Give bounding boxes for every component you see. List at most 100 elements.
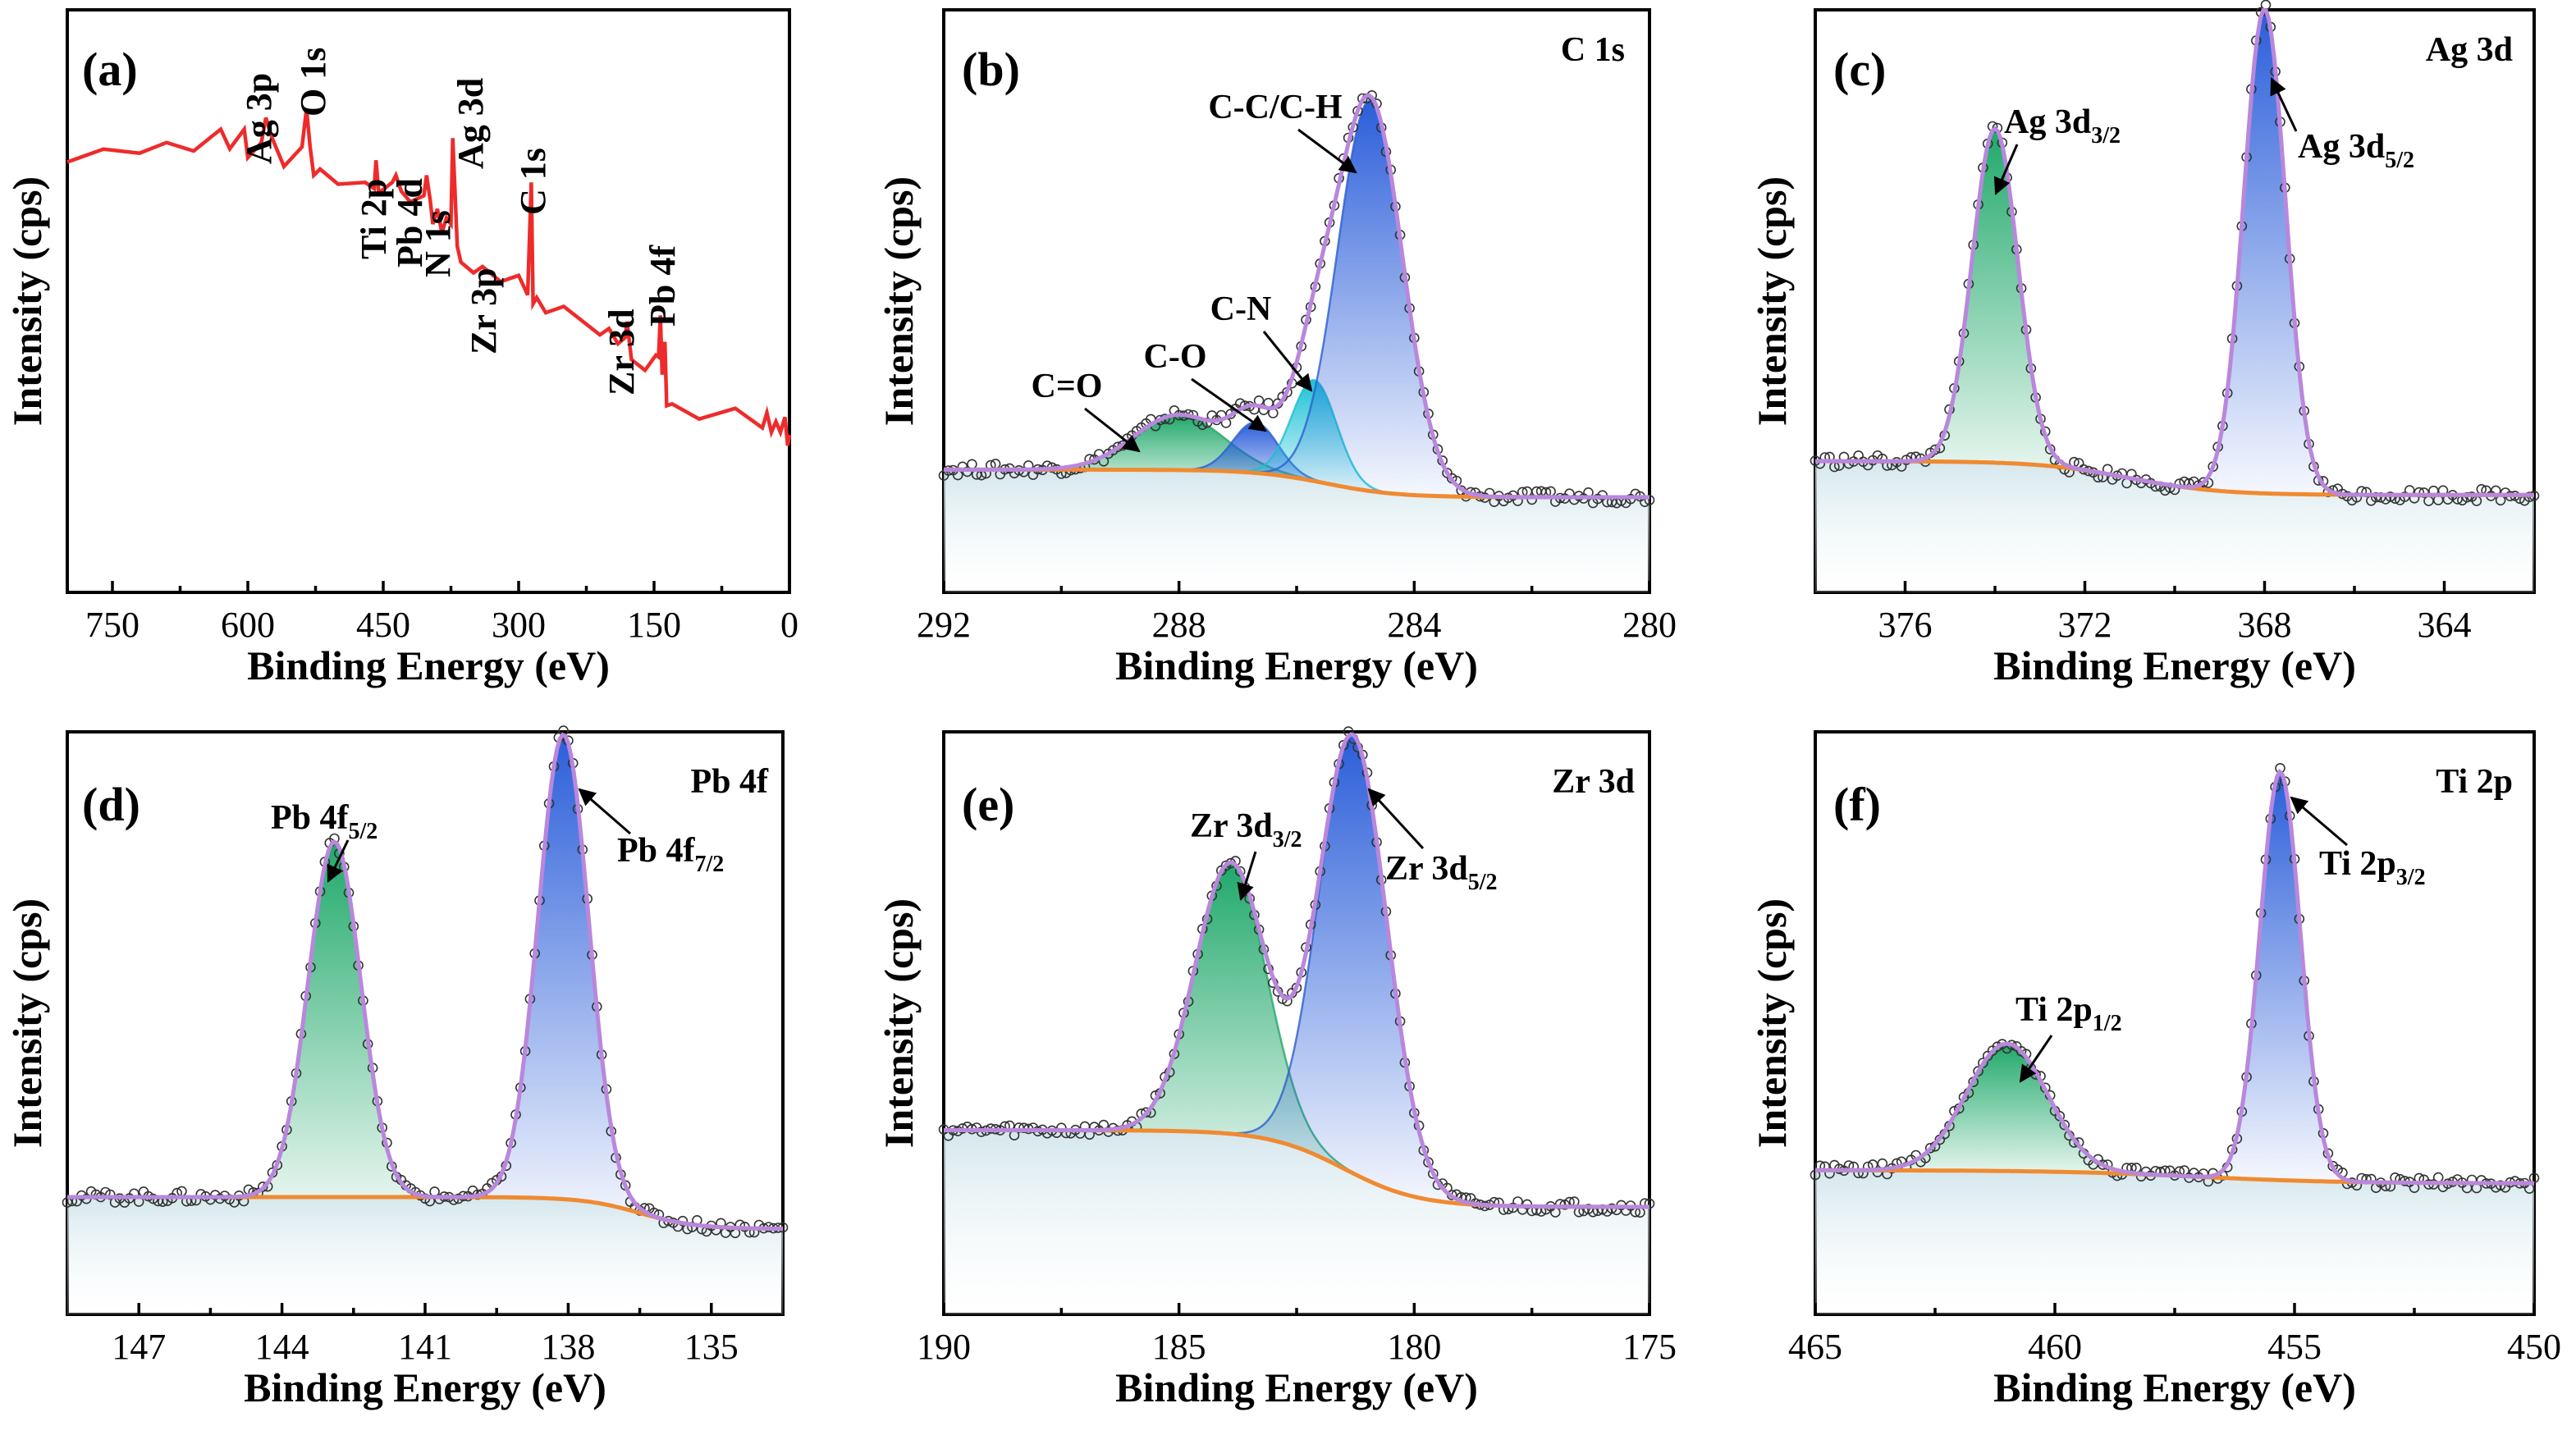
x-tick-label: 600 <box>221 605 275 645</box>
raw-data-point <box>967 459 977 470</box>
peak-fill-ag-3d5-2 <box>1815 10 2534 496</box>
raw-data-point <box>2432 1172 2444 1183</box>
panel-d-x-ticks: 147 144 141 138 135 <box>112 1303 739 1367</box>
peak-label-pb-4f72-main: Pb 4f <box>617 832 696 870</box>
baseline-fill <box>944 469 1649 592</box>
peak-line-ti-2p3-2 <box>1815 770 2535 1185</box>
raw-data-point <box>2418 487 2429 498</box>
peak-label-n-1s: N 1s <box>418 210 458 277</box>
fit-envelope-line <box>944 732 1649 1209</box>
peak-label-zr-3d32: Zr 3d3/2 <box>1190 807 1302 852</box>
panel-c-x-ticks: 376 372 368 364 <box>1878 581 2472 645</box>
peak-label-ag-3d32: Ag 3d3/2 <box>2004 103 2121 149</box>
raw-data-point <box>2059 1119 2070 1131</box>
survey-spectrum-line <box>66 108 792 446</box>
raw-data-point <box>257 1181 268 1192</box>
fit-envelope-line <box>67 732 783 1232</box>
panel-f-x-ticks: 465 460 455 450 <box>1788 1303 2561 1367</box>
panel-a-x-ticks: 750 600 450 300 150 0 <box>85 581 798 645</box>
x-tick-label: 144 <box>255 1327 309 1367</box>
peak-label-pb-4f52-sub: 5/2 <box>349 819 378 844</box>
x-tick-label: 138 <box>541 1327 595 1367</box>
panel-b-y-axis-title: Intensity (cps) <box>876 176 922 426</box>
panel-f: 465 460 455 450 (f) Ti 2p Ti 2p1/2 Ti 2p3/2… <box>1749 730 2561 1410</box>
peak-label-ti-2p32: Ti 2p3/2 <box>2319 845 2426 890</box>
x-tick-label: 364 <box>2418 605 2472 645</box>
peak-fill-zr-3d5-2 <box>944 735 1649 1207</box>
panel-c: 376 372 368 364 (c) Ag 3d Ag 3d3/2 Ag 3d5/2… <box>1749 0 2540 688</box>
arrow-c-o-double <box>1084 407 1141 453</box>
peak-label-c-1s: C 1s <box>513 148 553 215</box>
x-tick-label: 190 <box>917 1327 971 1367</box>
raw-data-point <box>2461 491 2473 503</box>
baseline-fill <box>67 1197 783 1314</box>
panel-b-x-axis-title: Binding Energy (eV) <box>1115 642 1478 688</box>
x-tick-label: 450 <box>2507 1327 2561 1367</box>
peak-label-zr-3d32-main: Zr 3d <box>1190 807 1273 845</box>
peak-label-pb-4f: Pb 4f <box>643 244 683 327</box>
peak-fill-pb-4f5-2 <box>67 842 783 1229</box>
peak-label-zr-3d52-sub: 5/2 <box>1468 870 1498 895</box>
peak-label-o-1s: O 1s <box>293 48 333 117</box>
arrow-ag-3d32 <box>1993 144 2019 195</box>
x-tick-label: 750 <box>85 605 140 645</box>
x-tick-label: 460 <box>2028 1327 2082 1367</box>
peak-label-pb-4f72: Pb 4f7/2 <box>617 832 724 877</box>
peak-line-pb-4f7-2 <box>67 733 783 1230</box>
panel-e: 190 185 180 175 (e) Zr 3d Zr 3d3/2 Zr 3d 5/2… <box>876 726 1677 1410</box>
panel-f-spectrum <box>1810 762 2540 1314</box>
panel-b-title: C 1s <box>1561 31 1625 69</box>
fit-envelope-line <box>1815 8 2534 497</box>
raw-data-point <box>1141 1107 1151 1118</box>
x-tick-label: 465 <box>1788 1327 1842 1367</box>
fit-envelope-line <box>1815 768 2535 1186</box>
panel-e-x-ticks: 190 185 180 175 <box>917 1303 1677 1367</box>
peak-label-ti-2p12: Ti 2p1/2 <box>2016 991 2122 1036</box>
panel-e-title: Zr 3d <box>1552 763 1635 801</box>
panel-b: 292 288 284 280 (b) C 1s C=O C-O C-N C-C/C-… <box>876 8 1677 688</box>
peak-fill-pb-4f7-2 <box>67 734 783 1229</box>
panel-c-label: (c) <box>1833 43 1886 96</box>
peak-label-ti-2p: Ti 2p <box>354 179 394 259</box>
panel-a-frame <box>66 8 791 594</box>
raw-data-point <box>2198 477 2209 488</box>
peak-line-ag-3d3-2 <box>1815 127 2534 496</box>
x-tick-label: 455 <box>2267 1327 2322 1367</box>
peak-label-zr-3d: Zr 3d <box>602 308 642 395</box>
panel-f-y-axis-title: Intensity (cps) <box>1749 898 1795 1148</box>
peak-label-ag-3d32-sub: 3/2 <box>2091 123 2121 149</box>
panel-c-spectrum <box>1810 0 2540 592</box>
x-tick-label: 180 <box>1387 1327 1441 1367</box>
peak-line-pb-4f5-2 <box>67 840 783 1230</box>
panel-a: 750 600 450 300 150 0 (a) Ag 3p O 1s Ti 2p Pb… <box>4 8 798 688</box>
x-tick-label: 284 <box>1387 605 1441 645</box>
annotation-c-o-double: C=O <box>1032 368 1103 405</box>
peak-label-ag-3d52-main: Ag 3d <box>2298 128 2385 166</box>
peak-label-ti-2p12-sub: 1/2 <box>2093 1011 2122 1036</box>
raw-data-point <box>2495 1180 2506 1191</box>
peak-label-pb-4f52: Pb 4f5/2 <box>271 799 377 844</box>
peak-label-ag-3d52-sub: 5/2 <box>2385 148 2414 173</box>
x-tick-label: 0 <box>780 605 798 645</box>
peak-label-zr-3d32-sub: 3/2 <box>1273 827 1302 852</box>
peak-label-ti-2p32-main: Ti 2p <box>2319 845 2396 883</box>
raw-data-point <box>1929 444 1941 455</box>
peak-label-pb-4d: Pb 4d <box>390 178 430 267</box>
peak-label-ag-3p: Ag 3p <box>239 73 279 164</box>
panel-e-label: (e) <box>962 778 1014 831</box>
panel-e-y-axis-title: Intensity (cps) <box>876 898 922 1148</box>
panel-a-label: (a) <box>82 43 138 96</box>
panel-e-spectrum <box>938 726 1655 1314</box>
panel-d-label: (d) <box>82 778 140 831</box>
peak-fill-c-n <box>944 380 1649 497</box>
baseline-fill <box>1815 461 2534 592</box>
x-tick-label: 292 <box>917 605 971 645</box>
panel-c-x-axis-title: Binding Energy (eV) <box>1993 642 2356 688</box>
peak-fill-ti-2p3-2 <box>1815 771 2534 1184</box>
panel-e-x-axis-title: Binding Energy (eV) <box>1115 1364 1478 1410</box>
peak-label-pb-4f72-sub: 7/2 <box>695 852 725 877</box>
peak-label-ag-3d: Ag 3d <box>451 78 491 169</box>
panel-a-y-axis-title: Intensity (cps) <box>4 176 50 426</box>
arrow-zr-3d52 <box>1367 788 1425 850</box>
